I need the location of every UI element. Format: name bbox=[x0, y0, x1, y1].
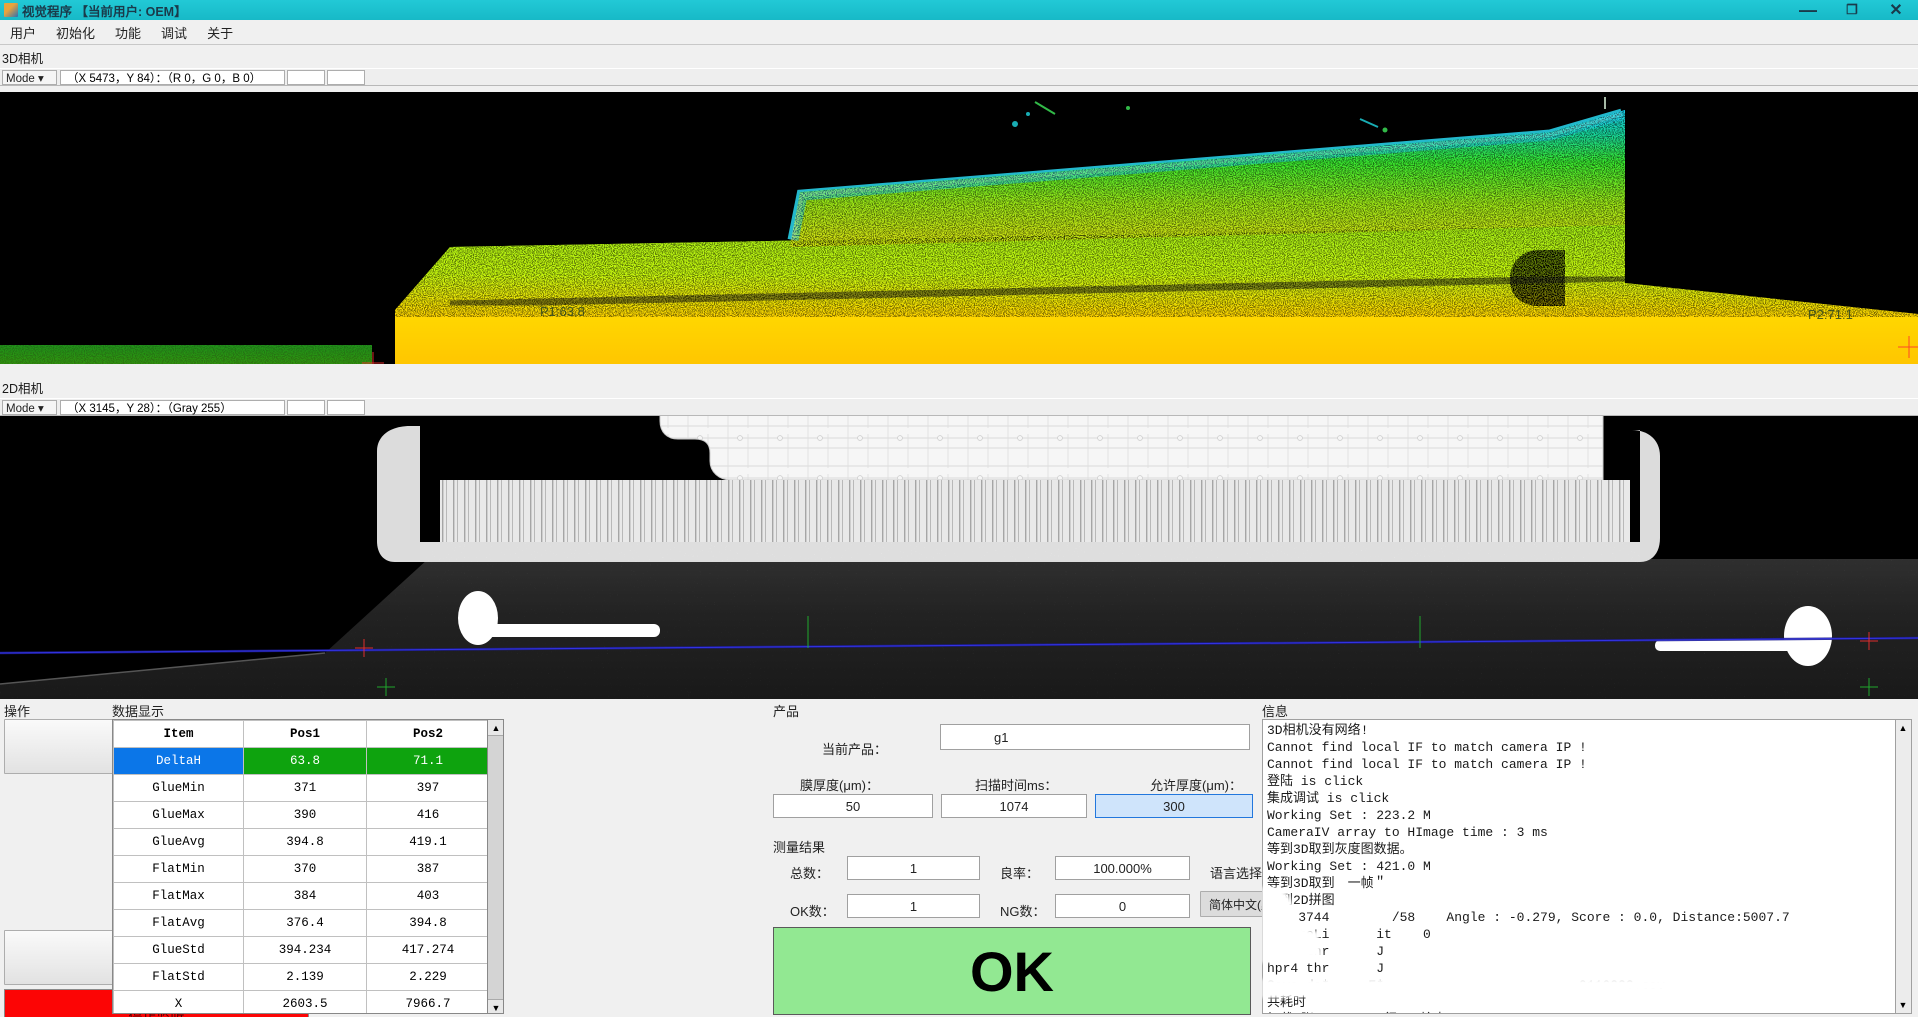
svg-text:P1:63.8: P1:63.8 bbox=[540, 304, 585, 319]
svg-text:P2:71.1: P2:71.1 bbox=[1808, 307, 1853, 322]
